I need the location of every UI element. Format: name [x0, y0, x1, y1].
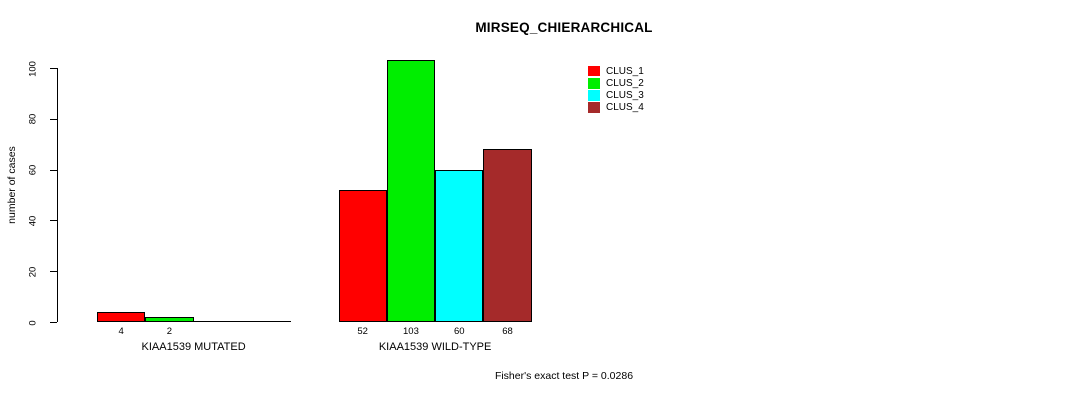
legend-item-clus_1: CLUS_1 [588, 65, 644, 77]
legend-label: CLUS_2 [606, 77, 644, 89]
bar-clus_1-group2 [338, 189, 387, 322]
y-axis-tick [50, 118, 57, 120]
y-axis-tick [50, 68, 57, 69]
y-axis-tick-label: 100 [27, 60, 39, 77]
category-label: KIAA1539 WILD-TYPE [378, 341, 492, 353]
bar-value-label: 52 [357, 326, 368, 337]
y-axis-tick-label: 40 [27, 215, 39, 227]
legend-swatch-clus_3 [588, 90, 600, 101]
legend-swatch-clus_4 [588, 102, 600, 113]
y-axis-tick-label: 60 [27, 164, 39, 176]
chart-title: MIRSEQ_CHIERARCHICAL [475, 20, 653, 35]
legend-label: CLUS_3 [606, 89, 644, 101]
bar-value-label: 103 [403, 326, 419, 337]
y-axis-tick [50, 169, 57, 171]
legend-swatch-clus_2 [588, 78, 600, 89]
y-axis-tick-label: 80 [27, 114, 39, 125]
y-axis-line [57, 68, 58, 322]
y-axis-tick [50, 322, 57, 323]
y-axis-title: number of cases [6, 146, 18, 224]
stat-test-annotation: Fisher's exact test P = 0.0286 [494, 370, 634, 382]
legend-item-clus_4: CLUS_4 [588, 102, 644, 114]
legend-label: CLUS_4 [606, 102, 644, 114]
y-axis-tick-label: 20 [27, 266, 39, 277]
bar-clus_3-group2 [435, 169, 484, 322]
y-axis-tick-label: 0 [27, 319, 39, 326]
bar-clus_2-group1 [145, 316, 194, 322]
bar-clus_2-group2 [386, 60, 436, 322]
y-axis-tick [50, 271, 57, 273]
bar-value-label: 2 [166, 326, 173, 337]
category-label: KIAA1539 MUTATED [141, 341, 246, 353]
bar-value-label: 4 [118, 326, 124, 337]
bar-clus_1-group1 [97, 311, 146, 322]
zero-bar-clus_3-group1 [193, 321, 243, 322]
legend-item-clus_2: CLUS_2 [588, 77, 644, 89]
legend-swatch-clus_1 [588, 65, 600, 77]
bar-clus_4-group2 [483, 149, 532, 322]
legend-label: CLUS_1 [606, 65, 644, 77]
bar-value-label: 60 [453, 326, 465, 337]
legend: CLUS_1 CLUS_2 CLUS_3 CLUS_4 [588, 65, 644, 114]
bar-value-label: 68 [502, 326, 513, 337]
legend-item-clus_3: CLUS_3 [588, 89, 644, 101]
zero-bar-clus_4-group1 [241, 321, 292, 322]
y-axis-tick [50, 220, 57, 222]
